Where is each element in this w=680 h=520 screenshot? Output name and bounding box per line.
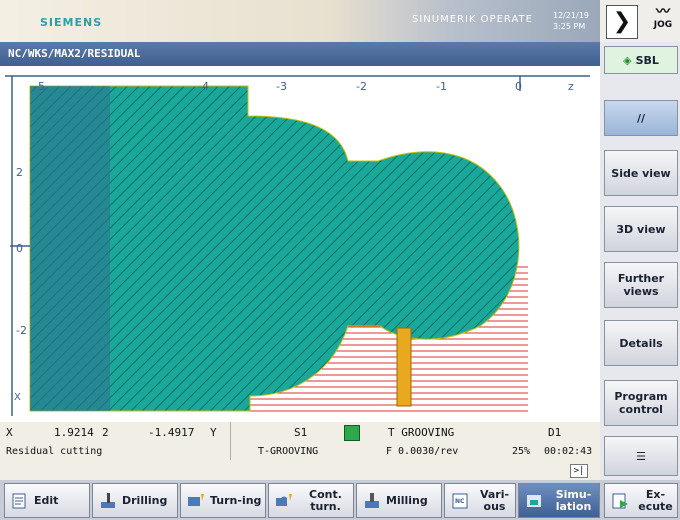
execute-button[interactable]: Ex-ecute bbox=[604, 483, 678, 518]
further-views-label: Further views bbox=[617, 272, 665, 298]
3d-view-label: 3D view bbox=[616, 222, 666, 236]
date-time: 12/21/19 3:25 PM bbox=[553, 10, 589, 32]
time-text: 3:25 PM bbox=[553, 22, 586, 31]
sbl-button[interactable]: ◈ SBL bbox=[604, 46, 678, 74]
simulation-label: Simu-lation bbox=[555, 487, 592, 513]
edit-icon bbox=[12, 493, 26, 508]
jog-label: JOG bbox=[653, 20, 673, 30]
expand-arrow-icon[interactable]: >| bbox=[570, 464, 588, 478]
title-bar: NC/WKS/MAX2/RESIDUAL bbox=[0, 42, 600, 66]
program-path: NC/WKS/MAX2/RESIDUAL bbox=[8, 47, 141, 60]
elapsed-time: 00:02:43 bbox=[544, 446, 593, 457]
override-percent: 25% bbox=[512, 446, 531, 457]
spindle-run-icon bbox=[344, 425, 360, 441]
axis-label: -4 bbox=[198, 80, 209, 93]
sidebar-blank-button[interactable]: ☰ bbox=[604, 436, 678, 476]
x-axis-label: X bbox=[6, 426, 13, 439]
details-label: Details bbox=[619, 336, 663, 350]
status-bar: X 1.9214 2 -1.4917 Y S1 T GROOVING D1 Re… bbox=[0, 422, 600, 480]
various-label: Vari-ous bbox=[479, 487, 510, 513]
list-icon: ☰ bbox=[636, 449, 646, 463]
y-axis-label: 2 bbox=[16, 166, 23, 179]
sbl-icon: ◈ bbox=[623, 53, 632, 67]
y-axis-label: -2 bbox=[16, 324, 27, 337]
svg-text:NC: NC bbox=[455, 498, 465, 505]
recall-arrow-icon[interactable]: ❯ bbox=[606, 5, 638, 39]
sbl-label: SBL bbox=[635, 53, 659, 67]
side-view-label: Side view bbox=[611, 166, 671, 180]
axis-label: -1 bbox=[436, 80, 447, 93]
3d-view-button[interactable]: 3D view bbox=[604, 206, 678, 252]
z-position-value: 2 bbox=[102, 426, 109, 439]
program-control-label: Program control bbox=[614, 390, 668, 416]
program-control-button[interactable]: Program control bbox=[604, 380, 678, 426]
grooving-tool bbox=[396, 327, 412, 407]
jog-mode-icon[interactable]: 〰 JOG bbox=[648, 4, 678, 30]
simulation-graphic: -5 -4 -3 -2 -1 0 z 2 0 -2 X bbox=[5, 75, 590, 416]
simulation-view[interactable]: -5 -4 -3 -2 -1 0 z 2 0 -2 X bbox=[0, 66, 600, 422]
side-view-button[interactable]: Side view bbox=[604, 150, 678, 196]
execute-label: Ex-ecute bbox=[638, 487, 673, 513]
milling-icon bbox=[365, 492, 379, 508]
details-button[interactable]: Details bbox=[604, 320, 678, 366]
contour-turning-icon bbox=[276, 493, 292, 506]
y-axis-label: Y bbox=[210, 426, 217, 439]
drilling-icon bbox=[101, 492, 115, 508]
edit-label: Edit bbox=[34, 493, 59, 507]
spindle-label: S1 bbox=[294, 426, 308, 439]
drilling-label: Drilling bbox=[122, 493, 168, 507]
axis-label: -5 bbox=[34, 80, 45, 93]
milling-button[interactable]: Milling bbox=[356, 483, 442, 518]
cycle-name: Residual cutting bbox=[6, 446, 103, 457]
slash-toggle-button[interactable]: // bbox=[604, 100, 678, 136]
simulation-button[interactable]: Simu-lation bbox=[518, 483, 600, 518]
slash-label: // bbox=[636, 111, 646, 125]
drilling-button[interactable]: Drilling bbox=[92, 483, 178, 518]
divider bbox=[230, 422, 231, 460]
z-axis-unit: z bbox=[568, 80, 574, 93]
various-button[interactable]: NC Vari-ous bbox=[444, 483, 516, 518]
jog-wave-icon: 〰 bbox=[656, 4, 670, 20]
brand-logo: SIEMENS bbox=[40, 16, 103, 29]
origin-label: X bbox=[14, 392, 21, 403]
product-name: SINUMERIK OPERATE bbox=[412, 14, 533, 25]
various-icon: NC bbox=[452, 493, 468, 508]
y-position-value: -1.4917 bbox=[148, 426, 195, 439]
turning-button[interactable]: Turn-ing bbox=[180, 483, 266, 518]
contour-turning-label: Cont. turn. bbox=[309, 487, 342, 513]
edit-button[interactable]: Edit bbox=[4, 483, 90, 518]
axis-label: -2 bbox=[356, 80, 367, 93]
tool-name: T GROOVING bbox=[388, 426, 455, 439]
date-text: 12/21/19 bbox=[553, 11, 589, 20]
feed-rate: F 0.0030/rev bbox=[386, 446, 459, 457]
tool-short: T-GROOVING bbox=[258, 446, 319, 457]
contour-turning-button[interactable]: Cont. turn. bbox=[268, 483, 354, 518]
milling-label: Milling bbox=[386, 493, 428, 507]
y-axis-label: 0 bbox=[16, 242, 23, 255]
header-bar: SIEMENS SINUMERIK OPERATE 12/21/19 3:25 … bbox=[0, 0, 600, 42]
further-views-button[interactable]: Further views bbox=[604, 262, 678, 308]
axis-label: 0 bbox=[515, 80, 522, 93]
x-position-value: 1.9214 bbox=[54, 426, 94, 439]
chuck-zone bbox=[30, 86, 110, 411]
d-number: D1 bbox=[548, 426, 562, 439]
axis-label: -3 bbox=[276, 80, 287, 93]
execute-icon bbox=[612, 493, 628, 508]
turning-icon bbox=[188, 493, 204, 506]
turning-label: Turn-ing bbox=[210, 493, 262, 507]
simulation-icon bbox=[527, 494, 541, 507]
